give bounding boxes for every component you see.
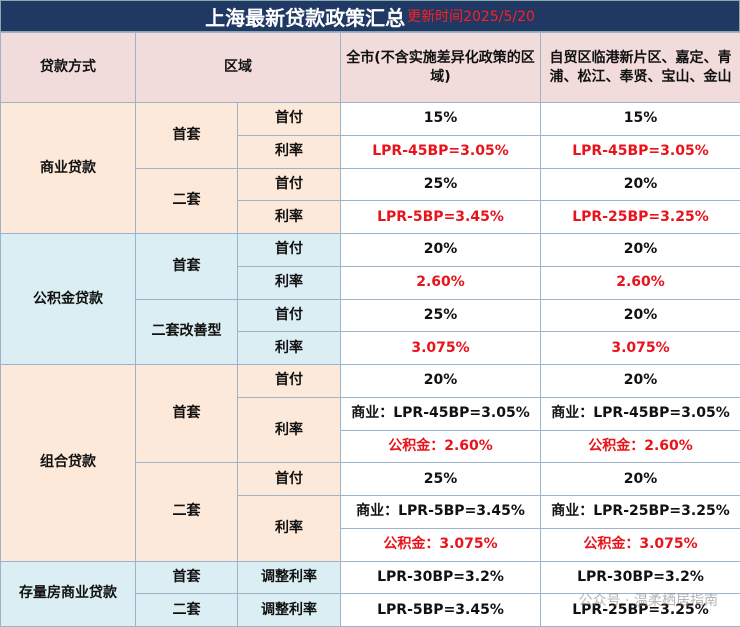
- table-cell: 调整利率: [238, 594, 341, 627]
- table-cell: 二套: [136, 463, 238, 561]
- table-cell: 二套: [136, 168, 238, 234]
- table-cell: 20%: [541, 168, 740, 201]
- table-cell: 二套改善型: [136, 299, 238, 365]
- title: 上海最新贷款政策汇总: [205, 2, 405, 31]
- table-cell: 首套: [136, 103, 238, 169]
- table-cell: 公积金贷款: [1, 234, 136, 365]
- table-cell: 公积金：2.60%: [341, 430, 541, 463]
- table-cell: 首套: [136, 234, 238, 300]
- header-cell: 区域: [136, 33, 341, 103]
- header-cell: 贷款方式: [1, 33, 136, 103]
- table-cell: 利率: [238, 496, 341, 562]
- table-cell: 二套: [136, 594, 238, 627]
- watermark: 公众号 · 温柔栖居指南: [579, 590, 718, 610]
- policy-table: 贷款方式区域全市(不含实施差异化政策的区域)自贸区临港新片区、嘉定、青浦、松江、…: [0, 32, 740, 627]
- table-cell: LPR-5BP=3.45%: [341, 594, 541, 627]
- table-cell: 商业：LPR-45BP=3.05%: [341, 397, 541, 430]
- table-cell: 20%: [541, 234, 740, 267]
- table-cell: 首套: [136, 365, 238, 463]
- table-cell: 20%: [341, 365, 541, 398]
- table-cell: 2.60%: [541, 266, 740, 299]
- table-cell: 利率: [238, 201, 341, 234]
- table-cell: LPR-45BP=3.05%: [341, 135, 541, 168]
- table-cell: LPR-45BP=3.05%: [541, 135, 740, 168]
- table-cell: 25%: [341, 463, 541, 496]
- table-cell: 首付: [238, 234, 341, 267]
- table-cell: 组合贷款: [1, 365, 136, 562]
- table-cell: 20%: [541, 365, 740, 398]
- table-cell: 首套: [136, 561, 238, 594]
- header-cell: 全市(不含实施差异化政策的区域): [341, 33, 541, 103]
- table-cell: 商业：LPR-45BP=3.05%: [541, 397, 740, 430]
- table-cell: 调整利率: [238, 561, 341, 594]
- table-cell: LPR-30BP=3.2%: [541, 561, 740, 594]
- table-cell: 首付: [238, 299, 341, 332]
- table-cell: 利率: [238, 332, 341, 365]
- table-cell: LPR-30BP=3.2%: [341, 561, 541, 594]
- table-cell: 20%: [541, 299, 740, 332]
- table-cell: 利率: [238, 266, 341, 299]
- table-cell: 商业：LPR-5BP=3.45%: [341, 496, 541, 529]
- updated: 更新时间2025/5/20: [407, 6, 535, 26]
- table-row: 贷款方式区域全市(不含实施差异化政策的区域)自贸区临港新片区、嘉定、青浦、松江、…: [1, 33, 740, 103]
- table-cell: 首付: [238, 168, 341, 201]
- table-cell: 3.075%: [341, 332, 541, 365]
- table-cell: 2.60%: [341, 266, 541, 299]
- table-cell: 公积金：3.075%: [541, 528, 740, 561]
- table-cell: 20%: [341, 234, 541, 267]
- table-cell: 存量房商业贷款: [1, 561, 136, 627]
- table-cell: 商业：LPR-25BP=3.25%: [541, 496, 740, 529]
- table-cell: 利率: [238, 135, 341, 168]
- table-cell: LPR-5BP=3.45%: [341, 201, 541, 234]
- table-cell: 3.075%: [541, 332, 740, 365]
- table-cell: 15%: [341, 103, 541, 136]
- table-cell: 25%: [341, 168, 541, 201]
- table-cell: 首付: [238, 365, 341, 398]
- table-cell: 15%: [541, 103, 740, 136]
- title-bar: 上海最新贷款政策汇总更新时间2025/5/20: [0, 0, 740, 32]
- table-cell: 利率: [238, 397, 341, 463]
- table-cell: 公积金：2.60%: [541, 430, 740, 463]
- table-cell: 首付: [238, 463, 341, 496]
- table-cell: 25%: [341, 299, 541, 332]
- table-cell: 首付: [238, 103, 341, 136]
- table-cell: 20%: [541, 463, 740, 496]
- table-cell: 公积金：3.075%: [341, 528, 541, 561]
- table-cell: 商业贷款: [1, 103, 136, 234]
- header-cell: 自贸区临港新片区、嘉定、青浦、松江、奉贤、宝山、金山: [541, 33, 740, 103]
- table-cell: LPR-25BP=3.25%: [541, 201, 740, 234]
